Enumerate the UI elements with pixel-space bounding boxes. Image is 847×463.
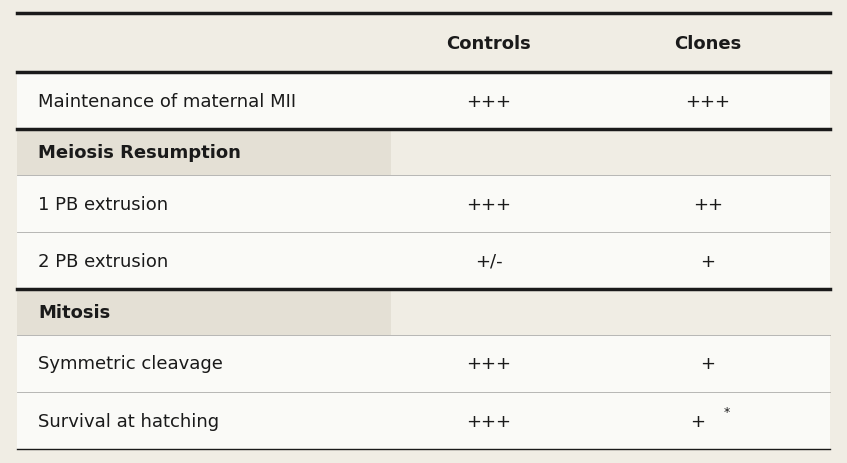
Text: +++: +++ — [466, 355, 511, 373]
Text: +: + — [690, 412, 706, 430]
Text: Mitosis: Mitosis — [38, 303, 110, 321]
Bar — [391, 130, 830, 175]
Text: *: * — [723, 405, 730, 418]
Text: +++: +++ — [466, 195, 511, 213]
Text: Meiosis Resumption: Meiosis Resumption — [38, 144, 241, 162]
Bar — [17, 289, 391, 335]
Bar — [391, 289, 830, 335]
Text: ++: ++ — [693, 195, 723, 213]
Text: +: + — [700, 355, 716, 373]
Bar — [17, 130, 391, 175]
Text: +/-: +/- — [474, 252, 502, 270]
Text: Maintenance of maternal MII: Maintenance of maternal MII — [38, 93, 296, 111]
Text: Clones: Clones — [674, 35, 742, 52]
Text: Controls: Controls — [446, 35, 531, 52]
Text: 2 PB extrusion: 2 PB extrusion — [38, 252, 169, 270]
Text: 1 PB extrusion: 1 PB extrusion — [38, 195, 169, 213]
Text: +++: +++ — [466, 93, 511, 111]
Bar — [17, 73, 830, 130]
Text: +++: +++ — [466, 412, 511, 430]
Bar — [17, 232, 830, 289]
Text: Symmetric cleavage: Symmetric cleavage — [38, 355, 223, 373]
Text: Survival at hatching: Survival at hatching — [38, 412, 219, 430]
Text: +: + — [700, 252, 716, 270]
Bar — [17, 14, 830, 73]
Bar — [17, 335, 830, 392]
Bar — [17, 392, 830, 449]
Bar — [17, 175, 830, 232]
Text: +++: +++ — [685, 93, 731, 111]
